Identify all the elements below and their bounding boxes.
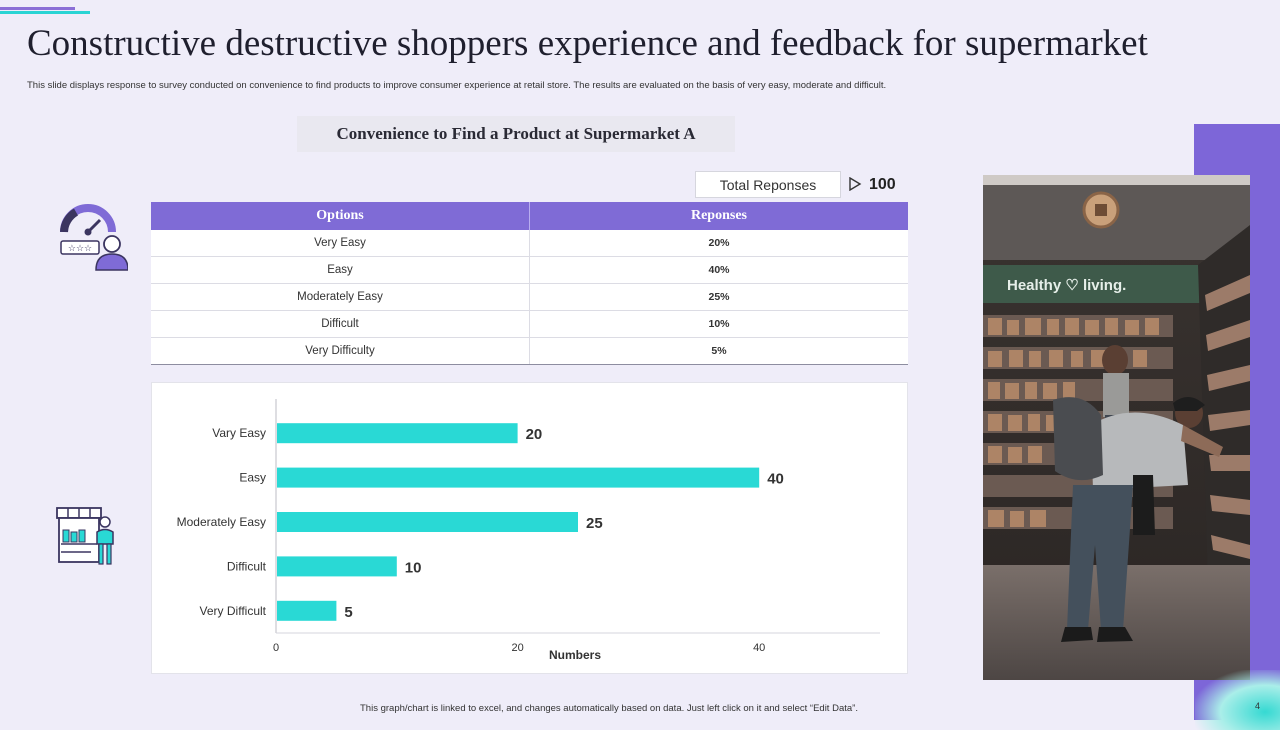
table-cell-response: 5% — [529, 337, 908, 365]
supermarket-shopper-photo: Healthy ♡ living. — [983, 175, 1250, 680]
data-label: 40 — [767, 471, 784, 488]
table-cell-option: Very Easy — [151, 230, 530, 257]
x-axis-title: Numbers — [549, 648, 601, 662]
x-tick-label: 0 — [273, 642, 279, 654]
category-label: Vary Easy — [212, 426, 266, 440]
table-row: Moderately Easy 25% — [151, 283, 908, 311]
table-row: Very Difficulty 5% — [151, 337, 908, 365]
svg-text:☆☆☆: ☆☆☆ — [68, 244, 92, 254]
table-cell-response: 25% — [529, 283, 908, 311]
table-header-row: Options Reponses — [151, 202, 908, 230]
corner-glow — [1195, 670, 1280, 730]
slide-subtitle: This slide displays response to survey c… — [27, 80, 887, 91]
bar — [277, 423, 518, 444]
table-cell-response: 20% — [529, 230, 908, 257]
table-cell-option: Difficult — [151, 310, 530, 338]
store-shopper-icon — [56, 507, 114, 565]
chart-footnote: This graph/chart is linked to excel, and… — [360, 703, 858, 714]
data-label: 5 — [344, 604, 352, 621]
triangle-arrow-icon — [849, 177, 862, 191]
category-label: Very Difficult — [200, 604, 267, 618]
category-label: Difficult — [227, 559, 267, 573]
total-responses-label: Total Reponses — [695, 171, 841, 198]
section-title: Convenience to Find a Product at Superma… — [297, 116, 735, 152]
data-label: 10 — [405, 559, 422, 576]
table-cell-option: Moderately Easy — [151, 283, 530, 311]
bar — [277, 556, 397, 577]
bar-chart: Vary Easy 20 Easy 40 Moderately Easy 25 Diffic… — [177, 399, 880, 662]
data-label: 20 — [526, 426, 543, 443]
slide-title: Constructive destructive shoppers experi… — [27, 23, 1148, 64]
total-responses-value: 100 — [869, 176, 896, 193]
x-tick-label: 40 — [753, 642, 765, 654]
customer-rating-gauge-icon: ☆☆☆ — [60, 204, 128, 271]
bar — [277, 467, 760, 488]
table-row: Very Easy 20% — [151, 230, 908, 257]
data-label: 25 — [586, 515, 603, 532]
bar-chart-panel: Vary Easy 20 Easy 40 Moderately Easy 25 Diffic… — [151, 382, 908, 674]
table-row: Difficult 10% — [151, 310, 908, 338]
table-cell-response: 40% — [529, 256, 908, 284]
svg-text:Healthy ♡ living.: Healthy ♡ living. — [1007, 277, 1126, 294]
page-number: 4 — [1255, 701, 1261, 711]
bar — [277, 512, 578, 532]
category-label: Easy — [239, 471, 266, 485]
table-header-options: Options — [151, 202, 530, 230]
table-cell-response: 10% — [529, 310, 908, 338]
category-label: Moderately Easy — [177, 515, 266, 529]
bar — [277, 600, 337, 621]
x-tick-label: 20 — [511, 642, 523, 654]
table-cell-option: Very Difficulty — [151, 337, 530, 365]
table-header-responses: Reponses — [529, 202, 908, 230]
table-row: Easy 40% — [151, 256, 908, 284]
responses-table: Options Reponses Very Easy 20% Easy 40% … — [151, 202, 908, 365]
accent-line-purple — [0, 7, 75, 10]
table-cell-option: Easy — [151, 256, 530, 284]
accent-line-teal — [0, 11, 90, 14]
